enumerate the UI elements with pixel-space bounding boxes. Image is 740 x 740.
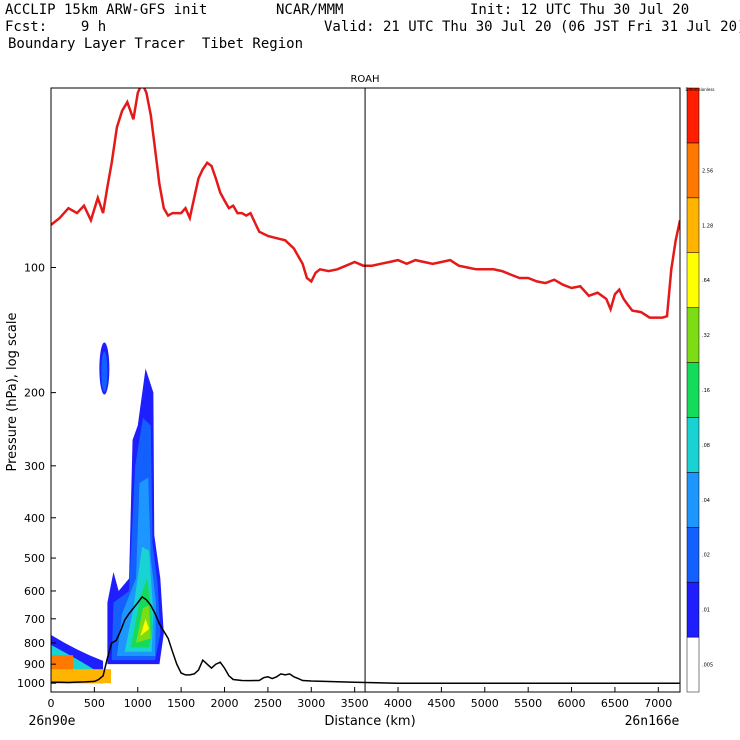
x-axis-label: Distance (km) (324, 714, 415, 729)
x-tick-label: 4500 (427, 697, 455, 710)
chart-title: ROAH (350, 74, 379, 85)
colorbar-swatch (686, 581, 700, 638)
y-axis-label: Pressure (hPa), log scale (5, 313, 20, 472)
colorbar-label: .02 (702, 553, 710, 559)
colorbar-swatch (686, 87, 700, 144)
y-tick-label: 1000 (17, 677, 45, 690)
x-tick-label: 0 (48, 697, 55, 710)
colorbar-label: .04 (702, 498, 710, 504)
colorbar-label: 1.28 (702, 223, 713, 229)
y-tick-label: 100 (24, 261, 45, 274)
colorbar-swatch (686, 362, 700, 418)
colorbar-swatch (686, 527, 700, 583)
colorbar-title: Dimensionless (685, 87, 714, 92)
org-label: NCAR/MMM (276, 2, 344, 18)
tracer-plume-upper (101, 351, 108, 392)
tracer-plume-low-west (51, 669, 111, 684)
colorbar-label: .32 (702, 333, 710, 339)
y-tick-label: 900 (24, 658, 45, 671)
tracer-plume-main (140, 618, 150, 637)
x-tick-label: 2000 (211, 697, 239, 710)
x-tick-label: 1000 (124, 697, 152, 710)
x-tick-label: 4000 (384, 697, 412, 710)
y-tick-label: 800 (24, 637, 45, 650)
y-tick-label: 400 (24, 512, 45, 525)
colorbar-label: .08 (702, 443, 710, 449)
forecast-hour: Fcst: 9 h (5, 19, 107, 35)
colorbar-label: .01 (702, 608, 710, 614)
y-tick-label: 500 (24, 552, 45, 565)
end-point-label: 26n166e (625, 714, 680, 729)
x-tick-label: 6500 (601, 697, 629, 710)
valid-time: Valid: 21 UTC Thu 30 Jul 20 (06 JST Fri … (324, 19, 740, 35)
colorbar-label: 2.56 (702, 168, 713, 174)
colorbar-label: .005 (702, 663, 713, 669)
product-name: Boundary Layer Tracer Tibet Region (8, 36, 304, 52)
start-point-label: 26n90e (29, 714, 76, 729)
model-title: ACCLIP 15km ARW-GFS init (5, 2, 208, 18)
colorbar: .005 .01 .02 .04 .08 .16 .32 .64 1.28 2.56 (686, 87, 713, 693)
colorbar-swatch (686, 307, 700, 363)
colorbar-swatch (686, 142, 700, 199)
x-tick-label: 1500 (167, 697, 195, 710)
y-tick-label: 700 (24, 613, 45, 626)
y-tick-label: 200 (24, 387, 45, 400)
tropopause-line (51, 88, 680, 319)
colorbar-swatch (686, 636, 700, 693)
plot-frame (50, 87, 681, 693)
colorbar-swatch (686, 417, 700, 473)
y-tick-label: 600 (24, 585, 45, 598)
x-tick-label: 5500 (514, 697, 542, 710)
init-time: Init: 12 UTC Thu 30 Jul 20 (470, 2, 690, 18)
colorbar-label: .64 (702, 278, 710, 284)
colorbar-swatch (686, 197, 700, 253)
y-tick-label: 300 (24, 460, 45, 473)
colorbar-swatch (686, 252, 700, 308)
x-tick-label: 5000 (471, 697, 499, 710)
x-tick-label: 3000 (297, 697, 325, 710)
x-tick-label: 7000 (644, 697, 672, 710)
x-tick-label: 500 (84, 697, 105, 710)
x-tick-label: 6000 (558, 697, 586, 710)
x-tick-label: 3500 (341, 697, 369, 710)
terrain-line (51, 595, 680, 684)
tracer-plume-main (136, 605, 151, 643)
colorbar-label: .16 (702, 388, 710, 394)
colorbar-swatch (686, 472, 700, 528)
x-tick-label: 2500 (254, 697, 282, 710)
